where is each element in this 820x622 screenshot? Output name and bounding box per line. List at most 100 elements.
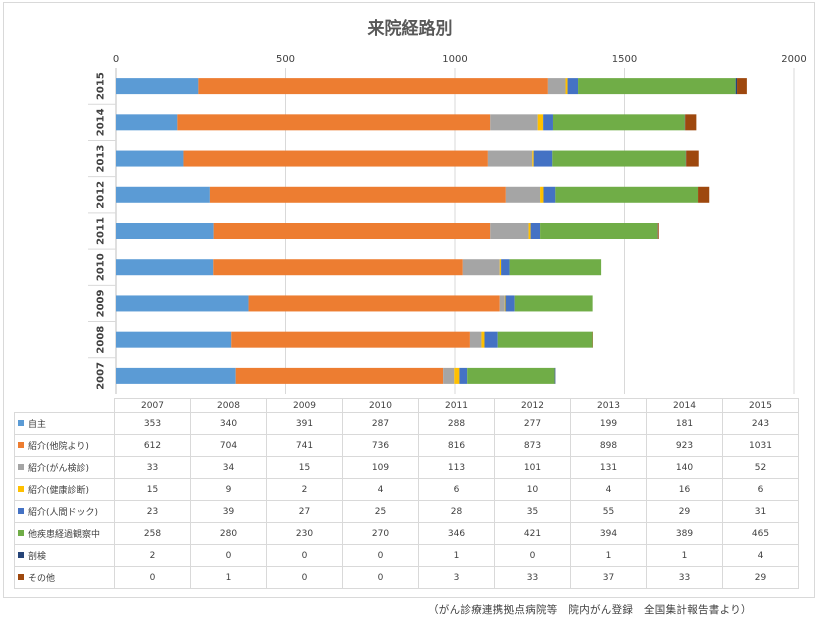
table-cell: 1 xyxy=(190,566,267,589)
series-name: 紹介(人間ドック) xyxy=(28,508,99,518)
table-row: 自主 353 340 391 287 288 277 199 181 243 xyxy=(14,412,799,435)
bar-segment xyxy=(505,295,515,312)
table-cell: 287 xyxy=(342,412,419,435)
table-cell: 391 xyxy=(266,412,343,435)
data-table: 2007 2008 2009 2010 2011 2012 2013 2014 2015 自主 35… xyxy=(14,398,799,589)
bar-segment xyxy=(540,186,544,203)
bar-segment xyxy=(443,367,455,384)
bar-segment xyxy=(116,186,210,203)
table-row: その他 0 1 0 0 3 33 37 33 29 xyxy=(14,566,799,589)
table-cell: 52 xyxy=(722,456,799,479)
table-cell: 340 xyxy=(190,412,267,435)
table-cell: 15 xyxy=(114,478,191,501)
bar-segment xyxy=(177,114,491,131)
bar-segment xyxy=(501,259,510,276)
legend-swatch xyxy=(18,420,24,426)
table-cell: 280 xyxy=(190,522,267,545)
table-cell: 258 xyxy=(114,522,191,545)
table-cell: 736 xyxy=(342,434,419,457)
bar-segment xyxy=(484,331,498,348)
table-row: 紹介(健康診断) 15 9 2 4 6 10 4 16 6 xyxy=(14,478,799,501)
bar-segment xyxy=(462,259,500,276)
table-cell: 140 xyxy=(646,456,723,479)
bar-segment xyxy=(532,150,534,167)
table-cell: 612 xyxy=(114,434,191,457)
bar-segment xyxy=(685,114,697,131)
bar-segment xyxy=(116,295,249,312)
bar-segment xyxy=(552,114,685,131)
table-cell: 31 xyxy=(722,500,799,523)
category-label: 2008 xyxy=(96,326,107,354)
table-cell: 346 xyxy=(418,522,495,545)
series-name: 紹介(他院より) xyxy=(28,442,89,452)
bar-segment xyxy=(504,295,506,312)
table-cell: 0 xyxy=(342,544,419,567)
x-tick-label: 1000 xyxy=(442,54,467,65)
category-label: 2014 xyxy=(96,108,107,136)
bar-segment xyxy=(481,331,485,348)
bar-segment xyxy=(698,186,710,203)
table-cell: 9 xyxy=(190,478,267,501)
table-header-year: 2010 xyxy=(342,398,419,413)
table-cell: 394 xyxy=(570,522,647,545)
bar-segment xyxy=(509,259,602,276)
table-cell: 55 xyxy=(570,500,647,523)
table-cell: 28 xyxy=(418,500,495,523)
table-cell: 0 xyxy=(494,544,571,567)
bar-segment xyxy=(116,331,232,348)
bar-segment xyxy=(235,367,444,384)
legend-swatch xyxy=(18,442,24,448)
bar-segment xyxy=(547,78,566,95)
bar-segment xyxy=(499,295,505,312)
legend-swatch xyxy=(18,486,24,492)
category-label: 2010 xyxy=(96,253,107,281)
table-header-year: 2014 xyxy=(646,398,723,413)
bars xyxy=(116,78,747,384)
table-cell: 0 xyxy=(266,544,343,567)
bar-chart: 0 500 1000 1500 2000 2007 2008 2009 2010 2011 201… xyxy=(88,54,807,394)
table-cell: 4 xyxy=(722,544,799,567)
series-name: 他疾患経過観察中 xyxy=(28,530,101,540)
table-cell: 243 xyxy=(722,412,799,435)
bar-segment xyxy=(116,223,214,239)
table-cell: 1 xyxy=(646,544,723,567)
legend-swatch xyxy=(18,464,24,470)
table-cell: 35 xyxy=(494,500,571,523)
table-cell: 33 xyxy=(114,456,191,479)
table-cell: 704 xyxy=(190,434,267,457)
bar-segment xyxy=(116,259,214,276)
table-cell: 816 xyxy=(418,434,495,457)
table-header-year: 2011 xyxy=(418,398,495,413)
table-cell: 29 xyxy=(722,566,799,589)
table-cell: 39 xyxy=(190,500,267,523)
bar-segment xyxy=(555,186,699,203)
bar-segment xyxy=(490,223,529,239)
bar-segment xyxy=(657,223,659,239)
bar-segment xyxy=(209,186,506,203)
bar-segment xyxy=(528,223,531,239)
category-label: 2009 xyxy=(96,289,107,317)
bar-segment xyxy=(459,367,468,384)
table-cell: 101 xyxy=(494,456,571,479)
table-cell: 873 xyxy=(494,434,571,457)
bar-segment xyxy=(499,259,502,276)
table-cell: 131 xyxy=(570,456,647,479)
bar-segment xyxy=(540,223,658,239)
table-cell: 4 xyxy=(570,478,647,501)
table-cell: 923 xyxy=(646,434,723,457)
category-labels: 2007 2008 2009 2010 2011 2012 2013 2014 2015 xyxy=(96,72,107,390)
table-cell: 353 xyxy=(114,412,191,435)
table-cell: 277 xyxy=(494,412,571,435)
table-cell: 37 xyxy=(570,566,647,589)
bar-segment xyxy=(469,331,482,348)
x-tick-label: 1500 xyxy=(612,54,637,65)
x-tick-label: 500 xyxy=(276,54,295,65)
category-label: 2011 xyxy=(96,217,107,245)
table-cell: 0 xyxy=(190,544,267,567)
table-cell: 288 xyxy=(418,412,495,435)
bar-segment xyxy=(554,367,556,384)
table-row: 他疾患経過観察中 258 280 230 270 346 421 394 389 465 xyxy=(14,522,799,545)
table-row: 剖検 2 0 0 0 1 0 1 1 4 xyxy=(14,544,799,567)
table-cell: 1 xyxy=(418,544,495,567)
table-header-year: 2008 xyxy=(190,398,267,413)
